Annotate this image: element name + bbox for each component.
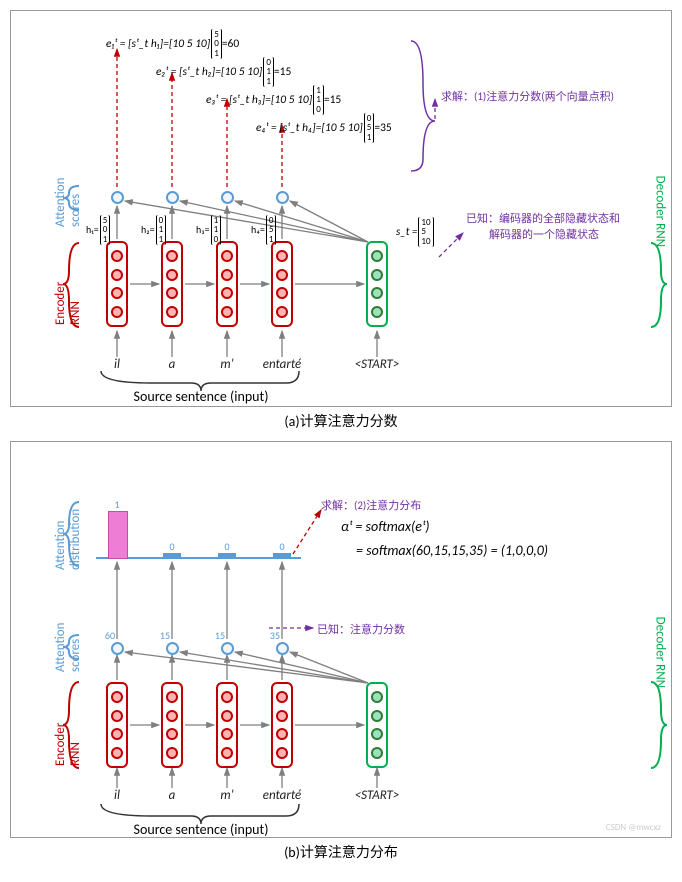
dist-tick-2: [163, 553, 181, 557]
h3-vec: h₃=110: [196, 215, 221, 245]
src-word-b1: il: [114, 788, 120, 803]
score-node-b1: [111, 642, 124, 655]
decoder-rnn-label-b: Decoder RNN: [652, 617, 667, 688]
decoder-unit-1: [366, 241, 388, 327]
src-word-b2: a: [169, 788, 176, 803]
decoder-rnn-label-a: Decoder RNN: [652, 176, 667, 247]
h1-vec: h₁=501: [86, 215, 110, 245]
arrows-a: [11, 11, 671, 406]
src-word-1: il: [114, 357, 120, 372]
st-vec: s_t =10510: [396, 217, 434, 247]
score-node-3: [221, 191, 234, 204]
score-node-2: [166, 191, 179, 204]
encoder-unit-b2: [161, 682, 183, 768]
dist-val-2: 0: [169, 540, 174, 553]
encoder-rnn-label-a: EncoderRNN: [53, 282, 83, 325]
dist-tick-4: [273, 553, 291, 557]
score-node-b4: [276, 642, 289, 655]
anno-solve-2: 求解：(2)注意力分布: [321, 498, 421, 513]
attention-scores-label-b: Attentionscores: [53, 623, 83, 672]
panel-attention-scores: h₁=501 h₂=011 h₃=110 h₄=051 s_t =10510 e…: [10, 10, 672, 407]
encoder-unit-3: [216, 241, 238, 327]
score-node-b3: [221, 642, 234, 655]
dist-val-3: 0: [224, 540, 229, 553]
eq-1: e₁ᵗ = [sᵗ_t h₁]=[10 5 10]501=60: [106, 29, 239, 59]
src-word-b4: entarté: [263, 788, 302, 803]
score-val-3: 15: [215, 629, 225, 642]
dist-val-1: 1: [114, 498, 119, 511]
softmax-eq-2: = softmax(60,15,15,35) = (1,0,0,0): [356, 540, 548, 562]
src-word-2: a: [169, 357, 176, 372]
caption-b: (b)计算注意力分布: [10, 842, 672, 862]
encoder-unit-b4: [271, 682, 293, 768]
encoder-unit-1: [106, 241, 128, 327]
score-node-b2: [166, 642, 179, 655]
start-token: <START>: [355, 357, 400, 372]
source-sentence-label-b: Source sentence (input): [134, 821, 269, 838]
watermark: CSDN @mwcxz: [606, 822, 661, 833]
anno-known-a-2: 解码器的一个隐藏状态: [489, 227, 599, 242]
attention-scores-label-a: Attentionscores: [53, 178, 83, 227]
caption-a: (a)计算注意力分数: [10, 411, 672, 431]
anno-known-b: 已知：注意力分数: [317, 622, 405, 637]
eq-4: e₄ᵗ = [sᵗ_t h₄]=[10 5 10]051=35: [256, 113, 392, 143]
anno-known-a-1: 已知：编码器的全部隐藏状态和: [466, 211, 620, 226]
score-val-1: 60: [105, 629, 115, 642]
encoder-rnn-label-b: EncoderRNN: [53, 723, 83, 766]
dist-bar-1: [108, 511, 128, 559]
h2-vec: h₂=011: [141, 215, 166, 245]
src-word-4: entarté: [263, 357, 302, 372]
encoder-unit-b3: [216, 682, 238, 768]
dist-val-4: 0: [279, 540, 284, 553]
source-sentence-label-a: Source sentence (input): [134, 388, 269, 405]
encoder-unit-b1: [106, 682, 128, 768]
dist-tick-3: [218, 553, 236, 557]
score-node-4: [276, 191, 289, 204]
softmax-eq-1: αᵗ = softmax(eᵗ): [341, 516, 430, 538]
src-word-b3: m': [220, 788, 233, 803]
decoder-unit-b1: [366, 682, 388, 768]
score-node-1: [111, 191, 124, 204]
h4-vec: h₄=051: [251, 215, 276, 245]
eq-2: e₂ᵗ = [sᵗ_t h₂]=[10 5 10]011=15: [156, 57, 291, 87]
src-word-3: m': [220, 357, 233, 372]
score-val-4: 35: [270, 629, 280, 642]
start-token-b: <START>: [355, 788, 400, 803]
anno-solve-1: 求解：(1)注意力分数(两个向量点积): [441, 89, 614, 104]
eq-3: e₃ᵗ = [sᵗ_t h₃]=[10 5 10]110=15: [206, 85, 341, 115]
attention-dist-label: Attentiondistribution: [53, 509, 83, 570]
encoder-unit-4: [271, 241, 293, 327]
score-val-2: 15: [160, 629, 170, 642]
panel-attention-distribution: 60 15 15 35 1 0 0 0 il a m' entarté <STA…: [10, 441, 672, 838]
encoder-unit-2: [161, 241, 183, 327]
